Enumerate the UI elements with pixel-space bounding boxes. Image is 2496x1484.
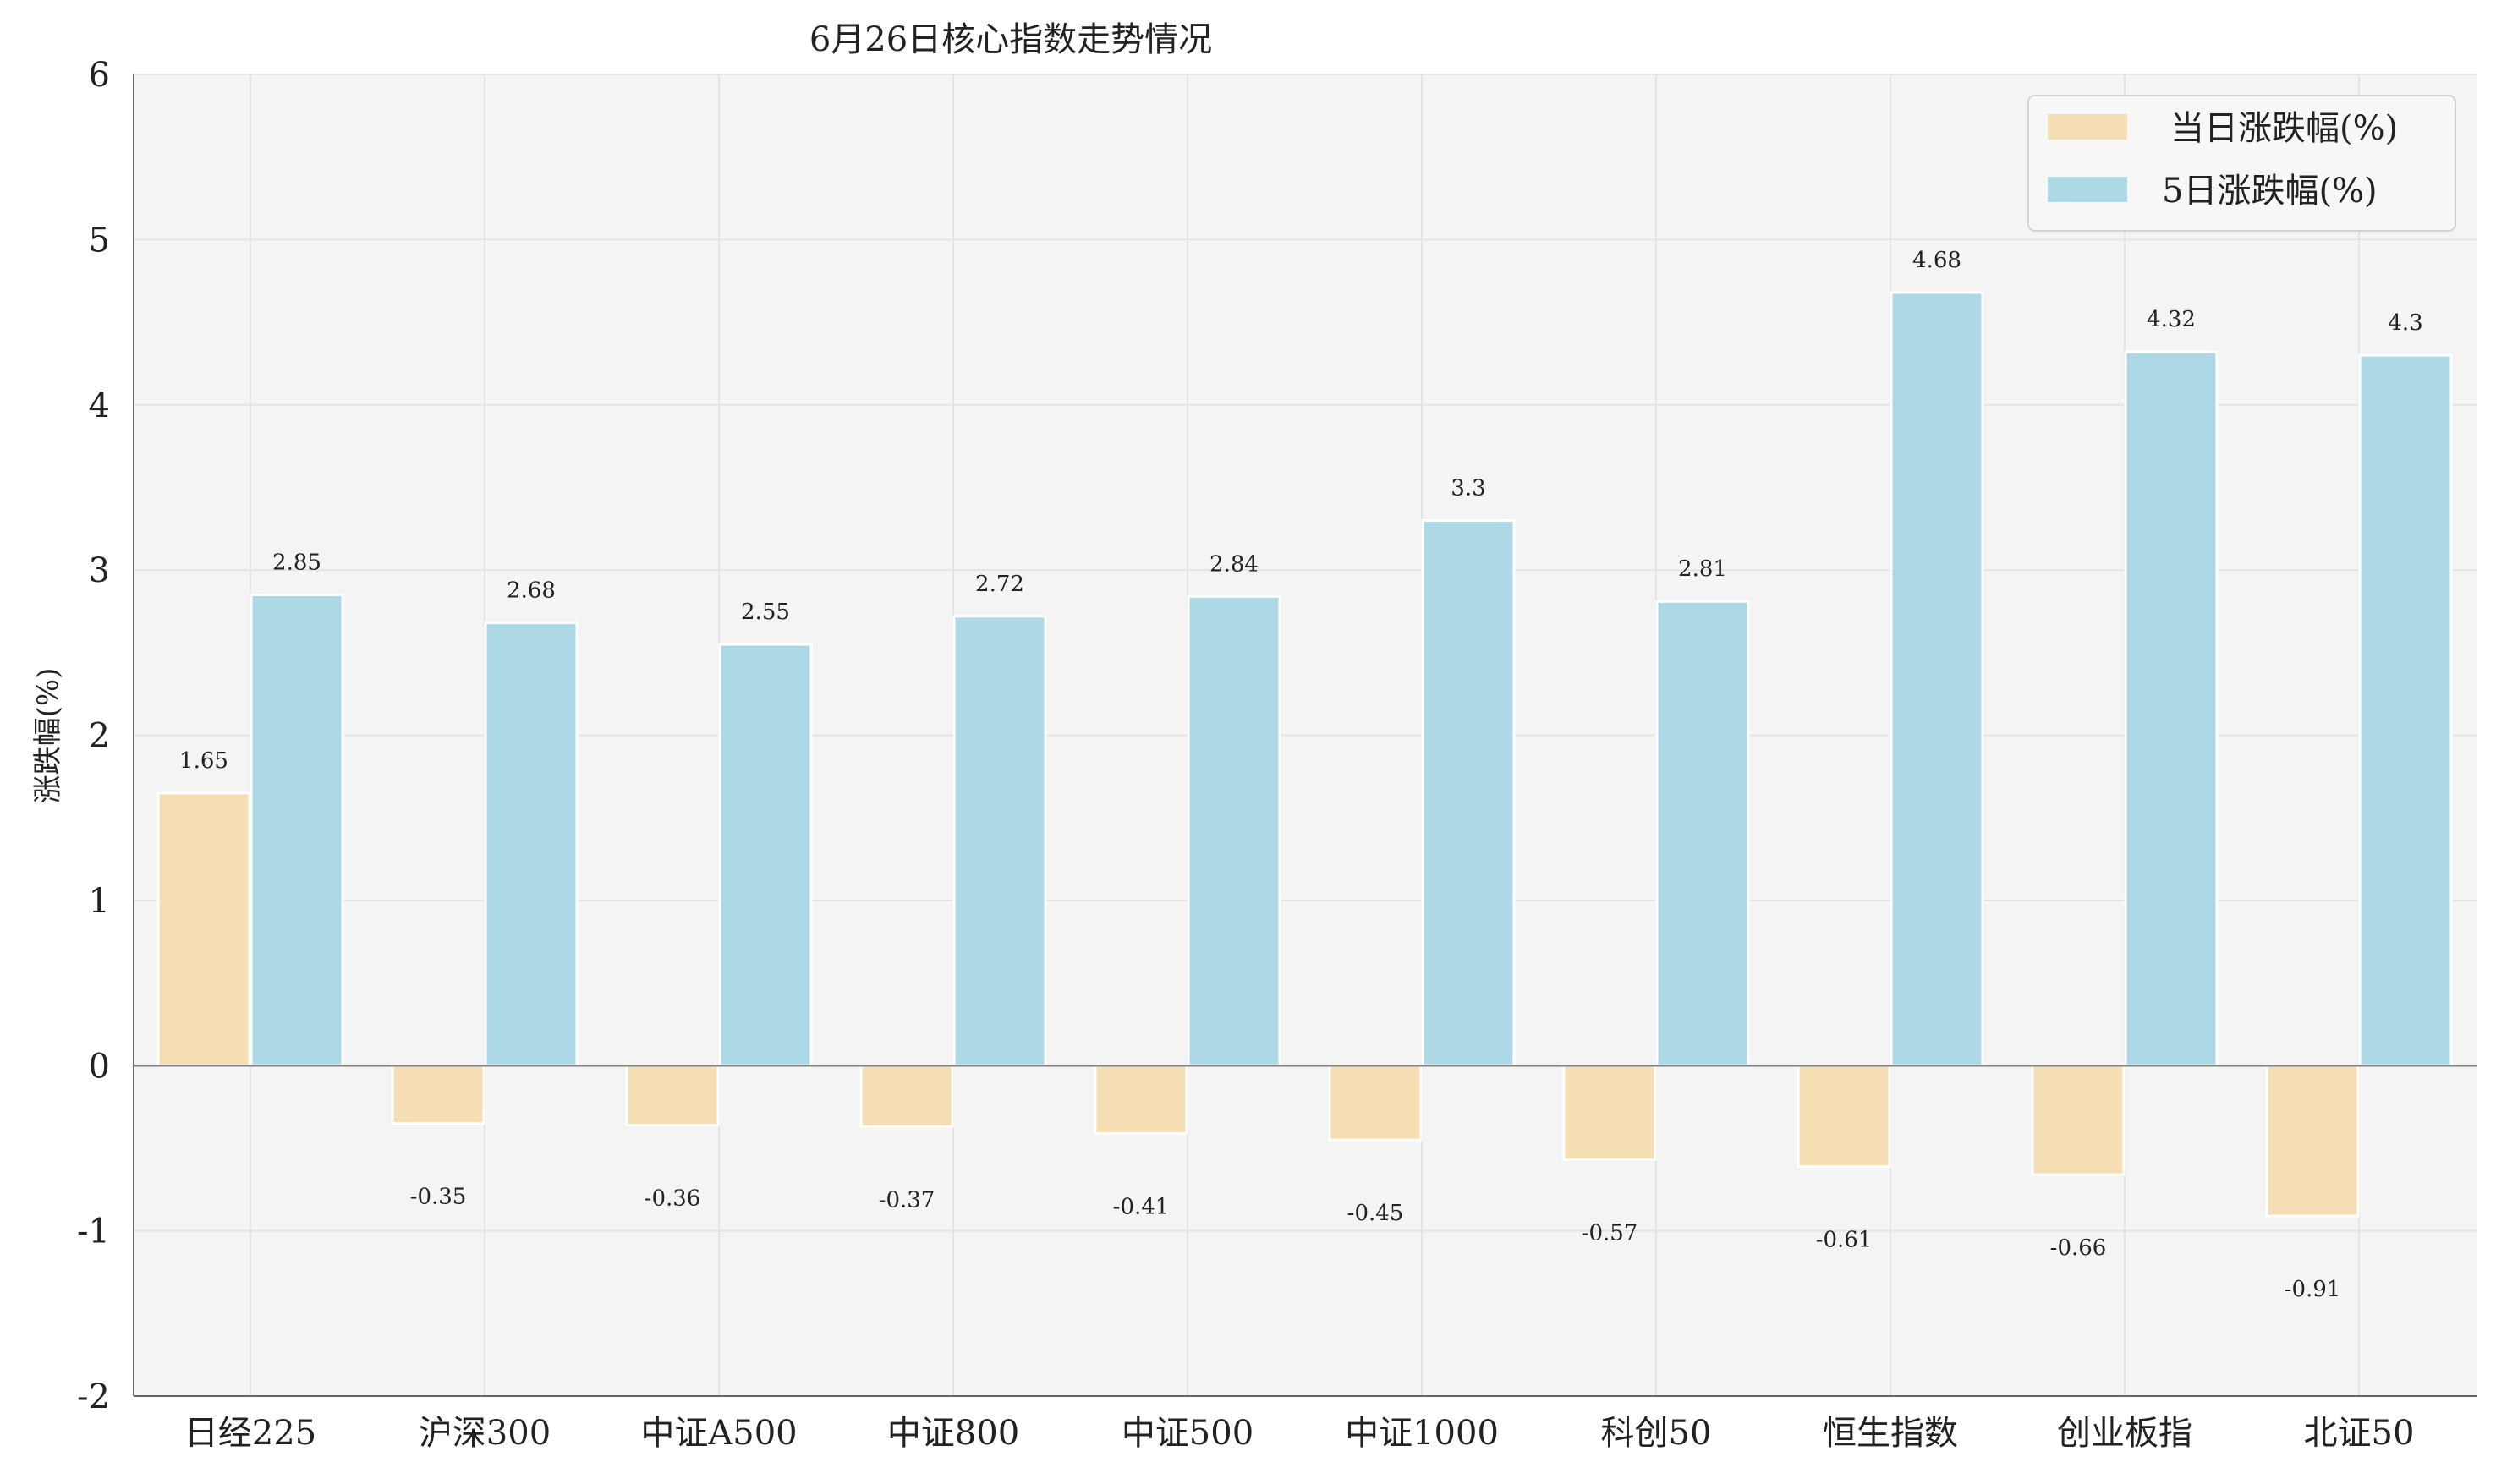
x-tick-label: 沪深300 <box>419 1414 551 1453</box>
bar-5day-change <box>250 593 344 1067</box>
bar-daily-change <box>156 791 251 1067</box>
data-label: 2.85 <box>272 550 321 575</box>
bar-5day-change <box>1187 594 1281 1067</box>
chart-title: 6月26日核心指数走势情况 <box>809 20 1212 59</box>
y-tick-label: 5 <box>89 221 110 260</box>
data-label: -0.37 <box>879 1188 935 1213</box>
legend-swatch-daily <box>2048 114 2127 140</box>
bar-5day-change <box>952 615 1047 1067</box>
bar-daily-change <box>1328 1064 1423 1142</box>
bar-5day-change <box>718 643 813 1067</box>
axes <box>133 74 2477 1397</box>
data-label: 2.81 <box>1678 556 1727 582</box>
data-label: -0.61 <box>1816 1227 1873 1252</box>
data-label: -0.91 <box>2285 1277 2341 1302</box>
x-tick-label: 科创50 <box>1601 1414 1712 1453</box>
bar-daily-change <box>1797 1064 1891 1168</box>
legend-swatch-5day <box>2048 177 2127 202</box>
tick-labels: -2 -1 0 1 2 3 4 5 6 日经225 沪深300 中证A500 中证800 中证500 中证1… <box>77 56 2414 1453</box>
x-tick-label: 中证800 <box>887 1414 1019 1453</box>
bar-daily-change <box>2265 1064 2360 1218</box>
legend-label-daily: 当日涨跌幅(%) <box>2170 109 2398 148</box>
x-tick-label: 中证1000 <box>1345 1414 1499 1453</box>
y-tick-label: 6 <box>89 56 110 95</box>
data-labels: 1.65 -0.35 -0.36 -0.37 -0.41 -0.45 -0.57 -0.61 -… <box>179 248 2423 1302</box>
y-tick-label: 0 <box>89 1047 110 1086</box>
y-tick-label: 4 <box>89 386 110 425</box>
data-label: -0.35 <box>410 1185 467 1210</box>
bar-5day-change <box>484 622 579 1067</box>
bar-5day-change <box>1655 600 1750 1067</box>
y-tick-label: 1 <box>89 882 110 921</box>
data-label: 2.72 <box>975 572 1024 597</box>
legend-box <box>2027 95 2456 232</box>
y-tick-label: -2 <box>77 1377 110 1416</box>
data-label: 4.68 <box>1912 248 1961 273</box>
bar-daily-change <box>2031 1064 2126 1176</box>
x-tick-label: 日经225 <box>184 1414 316 1453</box>
data-label: 4.3 <box>2388 310 2422 336</box>
x-tick-label: 创业板指 <box>2057 1414 2192 1453</box>
x-tick-label: 中证A500 <box>640 1414 797 1453</box>
x-tick-label: 北证50 <box>2304 1414 2415 1453</box>
x-tick-label: 恒生指数 <box>1823 1414 1958 1453</box>
bar-daily-change <box>391 1064 485 1125</box>
data-label: 4.32 <box>2147 307 2196 332</box>
data-label: 2.68 <box>507 578 556 604</box>
bar-daily-change <box>1094 1064 1188 1135</box>
bar-5day-change <box>1421 519 1516 1067</box>
legend-label-5day: 5日涨跌幅(%) <box>2162 172 2378 211</box>
y-tick-label: -1 <box>77 1213 110 1251</box>
data-label: -0.57 <box>1582 1221 1638 1246</box>
data-label: -0.66 <box>2050 1235 2107 1261</box>
data-label: -0.36 <box>645 1186 701 1212</box>
y-tick-label: 3 <box>89 551 110 590</box>
data-label: 1.65 <box>179 748 228 774</box>
data-label: -0.41 <box>1113 1194 1170 1219</box>
y-tick-label: 2 <box>89 717 110 756</box>
bars <box>134 291 2477 1218</box>
bar-5day-change <box>2124 350 2219 1067</box>
data-label: 3.3 <box>1451 476 1485 501</box>
bar-5day-change <box>2358 353 2453 1067</box>
bar-daily-change <box>625 1064 720 1127</box>
data-label: 2.55 <box>741 600 790 625</box>
bar-daily-change <box>859 1064 954 1129</box>
bar-daily-change <box>1562 1064 1657 1162</box>
bar-5day-change <box>1890 291 1984 1067</box>
data-label: -0.45 <box>1347 1201 1404 1226</box>
x-tick-label: 中证500 <box>1122 1414 1253 1453</box>
y-axis-label: 涨跌幅(%) <box>31 668 65 804</box>
legend: 当日涨跌幅(%) 5日涨跌幅(%) <box>2027 95 2456 232</box>
data-label: 2.84 <box>1210 551 1259 577</box>
